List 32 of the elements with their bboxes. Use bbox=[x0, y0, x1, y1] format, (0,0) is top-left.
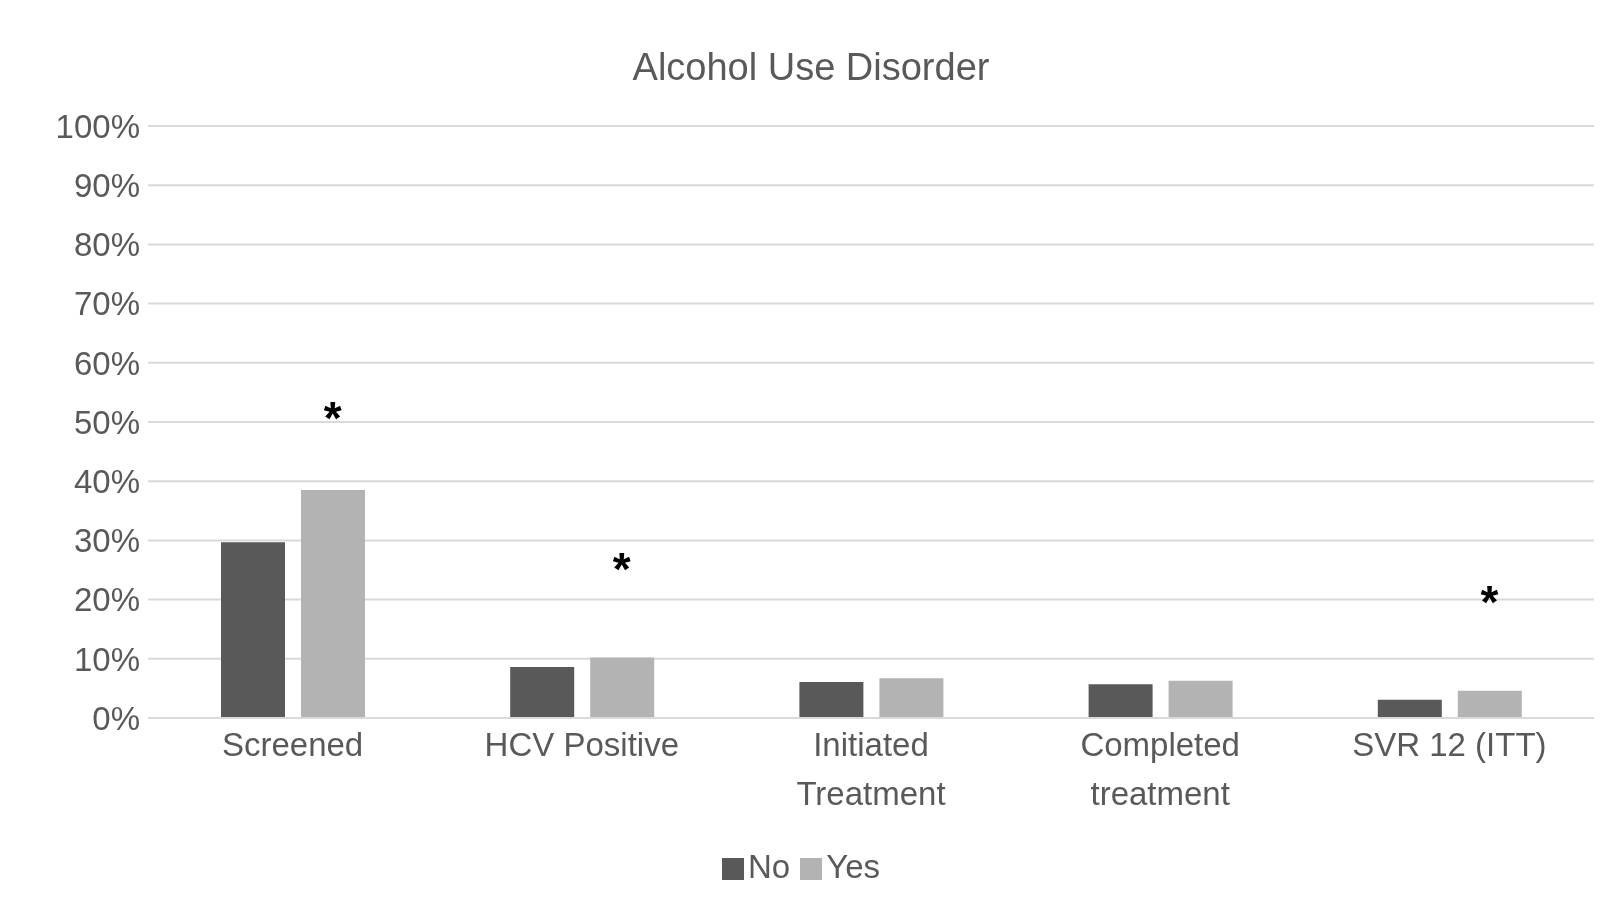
x-tick-label: Screened bbox=[221, 726, 364, 763]
bar bbox=[221, 542, 285, 718]
bar bbox=[510, 667, 575, 718]
bar bbox=[879, 678, 944, 718]
x-tick-label: HCV Positive bbox=[484, 726, 679, 763]
x-tick-label: SVR 12 (ITT) bbox=[1352, 726, 1547, 763]
chart-title: Alcohol Use Disorder bbox=[631, 45, 991, 90]
legend-label: No bbox=[747, 848, 791, 885]
annotation: * bbox=[612, 543, 631, 596]
y-tick-label: 40% bbox=[73, 462, 140, 500]
y-tick-label: 30% bbox=[73, 522, 140, 560]
x-tick-label: Completed treatment bbox=[1080, 726, 1240, 812]
y-tick-label: 0% bbox=[92, 699, 140, 737]
bar bbox=[590, 657, 655, 718]
bar bbox=[1377, 699, 1442, 718]
y-tick-label: 50% bbox=[73, 403, 140, 441]
annotation: * bbox=[1480, 576, 1499, 629]
bar bbox=[1088, 684, 1153, 718]
y-tick-label: 80% bbox=[73, 226, 140, 264]
bar bbox=[301, 490, 365, 718]
x-tick-label: Initiated Treatment bbox=[796, 726, 946, 812]
y-tick-label: 60% bbox=[73, 344, 140, 382]
bar bbox=[1457, 690, 1522, 718]
annotation: * bbox=[323, 392, 342, 445]
y-tick-label: 10% bbox=[73, 640, 140, 678]
bar bbox=[1168, 680, 1233, 718]
legend-label: Yes bbox=[826, 848, 881, 885]
y-tick-label: 20% bbox=[73, 581, 140, 619]
y-tick-label: 100% bbox=[55, 107, 140, 145]
y-tick-label: 70% bbox=[73, 285, 140, 323]
bar bbox=[799, 681, 864, 718]
y-tick-label: 90% bbox=[73, 166, 140, 204]
